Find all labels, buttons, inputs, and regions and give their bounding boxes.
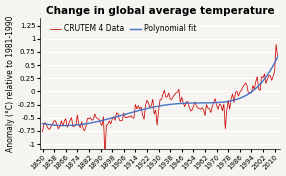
CRUTEM 4 Data (108, 120, 111, 122)
Legend: CRUTEM 4 Data, Polynomial fit: CRUTEM 4 Data, Polynomial fit (48, 23, 198, 35)
CRUTEM 4 Data (244, 82, 247, 84)
Polynomial fit (168, 103, 172, 105)
CRUTEM 4 Data (274, 43, 278, 46)
CRUTEM 4 Data (260, 76, 263, 78)
Line: Polynomial fit: Polynomial fit (43, 57, 277, 125)
Polynomial fit (181, 102, 184, 104)
CRUTEM 4 Data (213, 98, 217, 100)
CRUTEM 4 Data (227, 99, 230, 101)
CRUTEM 4 Data (276, 55, 279, 57)
CRUTEM 4 Data (103, 155, 107, 157)
Title: Change in global average temperature: Change in global average temperature (46, 6, 274, 15)
Polynomial fit (41, 123, 44, 125)
Polynomial fit (153, 106, 156, 108)
Polynomial fit (154, 106, 158, 108)
Line: CRUTEM 4 Data: CRUTEM 4 Data (43, 45, 277, 156)
CRUTEM 4 Data (148, 106, 152, 108)
CRUTEM 4 Data (41, 131, 44, 133)
Polynomial fit (63, 124, 66, 127)
Polynomial fit (276, 56, 279, 58)
Polynomial fit (234, 99, 237, 101)
Polynomial fit (271, 66, 274, 68)
Y-axis label: Anomaly (°C) relative to 1981-1990: Anomaly (°C) relative to 1981-1990 (5, 15, 15, 152)
